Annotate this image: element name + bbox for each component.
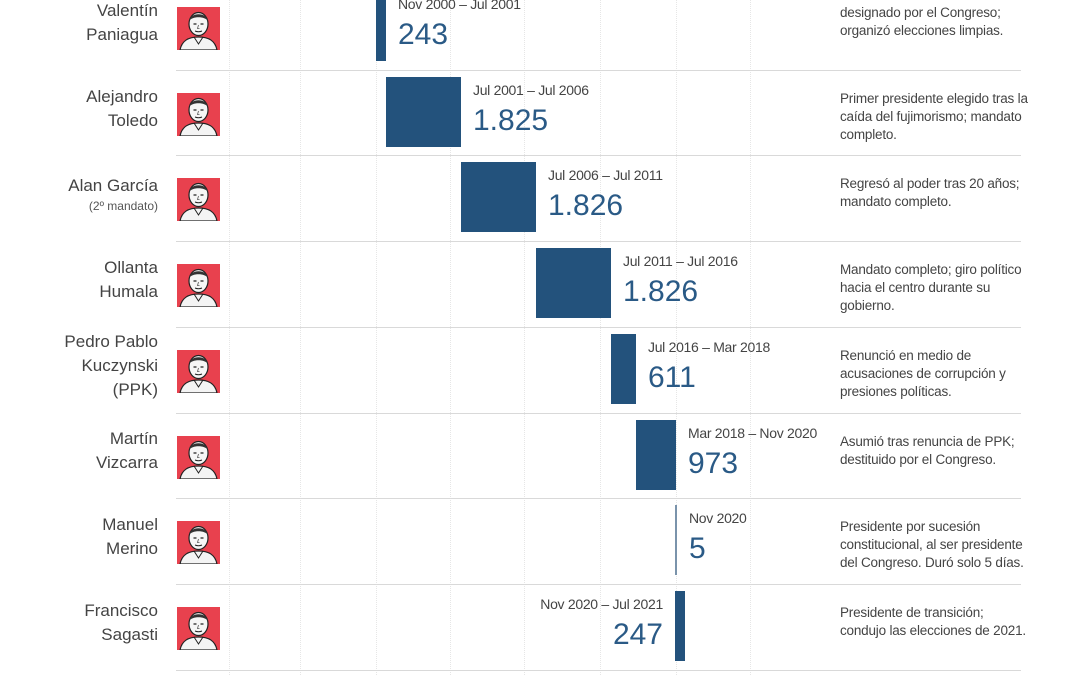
- portrait-icon: [177, 350, 220, 393]
- term-dates-label: Nov 2020: [689, 510, 747, 526]
- president-name-line: Manuel: [102, 515, 158, 534]
- president-name: Pedro Pablo Kuczynski (PPK): [8, 330, 158, 402]
- portrait-icon: [177, 521, 220, 564]
- president-name-line: Toledo: [107, 111, 158, 130]
- portrait-icon: [177, 607, 220, 650]
- term-description: Presidente de transición designado por e…: [840, 0, 1004, 38]
- term-bar: [636, 420, 676, 490]
- row-separator: [176, 155, 1021, 156]
- days-in-office-label: 973: [688, 447, 739, 480]
- days-in-office-label: 1.826: [623, 275, 699, 308]
- row-separator: [176, 670, 1021, 671]
- days-in-office-label: 1.826: [548, 189, 624, 222]
- term-description: Presidente por sucesión constitucional, …: [840, 519, 1024, 570]
- president-name-line: Merino: [106, 539, 158, 558]
- president-name: Ollanta Humala: [8, 256, 158, 304]
- president-name-line: Pedro Pablo: [64, 332, 158, 351]
- grid-line: [450, 0, 451, 675]
- row-separator: [176, 70, 1021, 71]
- term-dates-label: Jul 2001 – Jul 2006: [473, 82, 589, 98]
- days-in-office-label: 247: [612, 618, 663, 651]
- term-dates-label: Jul 2011 – Jul 2016: [623, 253, 738, 269]
- president-name-line: Martín: [109, 429, 158, 448]
- row-separator: [176, 498, 1021, 499]
- president-name-line: Francisco: [84, 601, 158, 620]
- days-in-office-label: 1.825: [473, 104, 549, 137]
- row-separator: [176, 584, 1021, 585]
- term-description: Renunció en medio de acusaciones de corr…: [840, 348, 1006, 399]
- president-name: Alan García (2º mandato): [8, 174, 158, 214]
- grid-line: [300, 0, 301, 675]
- term-description: Regresó al poder tras 20 años; mandato c…: [840, 176, 1020, 209]
- grid-line: [229, 0, 230, 675]
- president-name-line: Alejandro: [86, 87, 158, 106]
- term-bar: [611, 334, 636, 404]
- term-dates-label: Mar 2018 – Nov 2020: [688, 425, 817, 441]
- president-name-line: Ollanta: [104, 258, 158, 277]
- portrait-icon: [177, 264, 220, 307]
- president-name: Francisco Sagasti: [8, 599, 158, 647]
- term-bar: [461, 162, 536, 232]
- president-name-line: Sagasti: [101, 625, 158, 644]
- term-dates-label: Nov 2020 – Jul 2021: [540, 596, 663, 612]
- president-name-line: Valentín: [96, 1, 158, 20]
- president-name-line: Vizcarra: [95, 453, 158, 472]
- grid-line: [376, 0, 377, 675]
- term-dates-label: Jul 2016 – Mar 2018: [648, 339, 770, 355]
- portrait-icon: [177, 178, 220, 221]
- days-in-office-label: 611: [648, 361, 696, 394]
- president-name: Alejandro Toledo: [8, 85, 158, 133]
- president-name-line: Kuczynski: [81, 356, 158, 375]
- portrait-icon: [177, 7, 220, 50]
- term-bar: [536, 248, 611, 318]
- president-name: Valentín Paniagua: [8, 0, 158, 47]
- portrait-icon: [177, 436, 220, 479]
- term-bar: [386, 77, 461, 147]
- term-dates-label: Jul 2006 – Jul 2011: [548, 167, 663, 183]
- term-description: Primer presidente elegido tras la caída …: [840, 91, 1028, 142]
- president-name: Martín Vizcarra: [8, 427, 158, 475]
- term-bar: [675, 505, 677, 575]
- days-in-office-label: 243: [398, 18, 449, 51]
- grid-line: [750, 0, 751, 675]
- grid-line: [524, 0, 525, 675]
- president-name-line: Paniagua: [86, 25, 158, 44]
- row-separator: [176, 327, 1021, 328]
- row-separator: [176, 241, 1021, 242]
- term-bar: [376, 0, 386, 61]
- days-in-office-label: 5: [689, 532, 706, 565]
- president-term-note: (2º mandato): [88, 199, 158, 213]
- term-description: Mandato completo; giro político hacia el…: [840, 262, 1022, 313]
- term-description: Asumió tras renuncia de PPK; destituido …: [840, 434, 1015, 467]
- portrait-icon: [177, 93, 220, 136]
- row-separator: [176, 413, 1021, 414]
- president-name: Manuel Merino: [8, 513, 158, 561]
- term-bar: [675, 591, 685, 661]
- president-name-line: (PPK): [112, 380, 158, 399]
- president-name-line: Alan García: [68, 176, 158, 195]
- term-dates-label: Nov 2000 – Jul 2001: [398, 0, 521, 12]
- term-description: Presidente de transición; condujo las el…: [840, 605, 1026, 638]
- grid-line: [600, 0, 601, 675]
- grid-line: [676, 0, 677, 675]
- president-name-line: Humala: [99, 282, 158, 301]
